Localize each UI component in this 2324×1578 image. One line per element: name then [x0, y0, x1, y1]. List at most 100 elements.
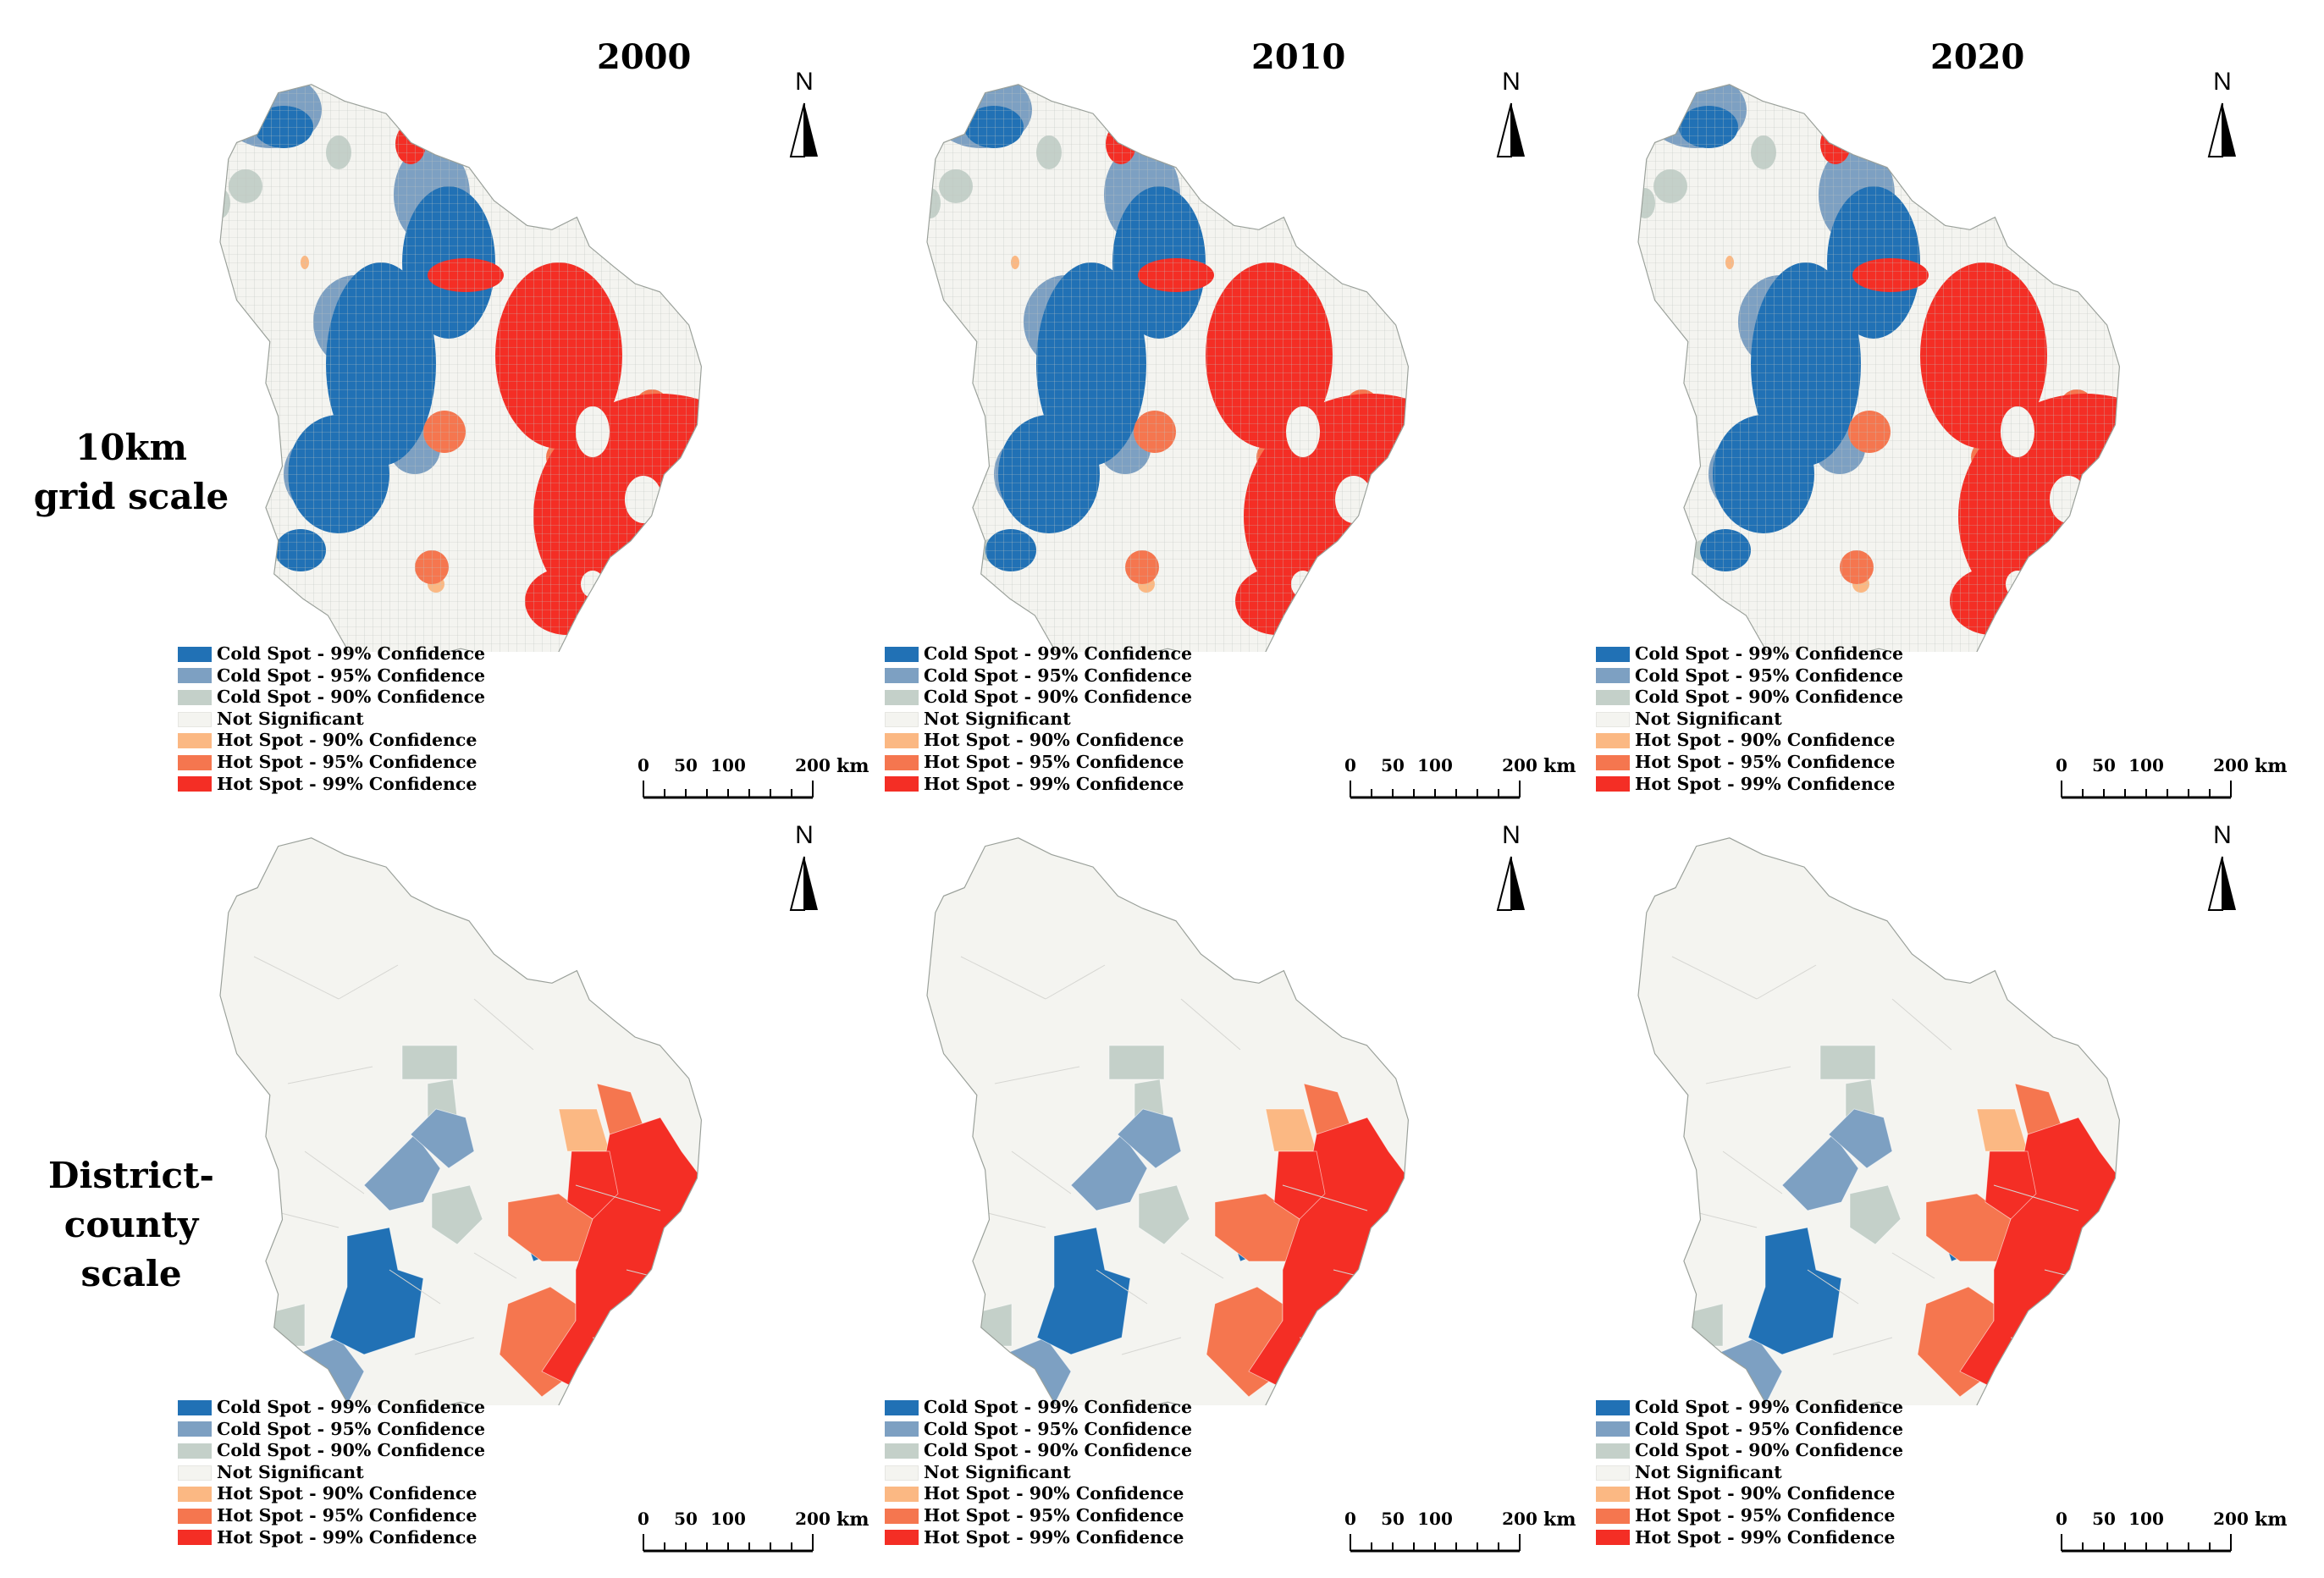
legend-label: Cold Spot - 90% Confidence — [1635, 687, 1904, 708]
legend-swatch — [1596, 1399, 1630, 1415]
scale-tick-label: 50 — [674, 1509, 698, 1529]
district-region-hot99 — [566, 1150, 619, 1220]
legend-item: Hot Spot - 90% Confidence — [178, 1483, 485, 1505]
district-region-cold99 — [1036, 1227, 1131, 1355]
legend-label: Cold Spot - 95% Confidence — [217, 665, 486, 686]
map-panel-grid-2010: N Cold Spot - 99% Confidence Cold Spot - 9… — [885, 59, 1672, 799]
legend-label: Hot Spot - 95% Confidence — [924, 1504, 1184, 1526]
legend-label: Cold Spot - 95% Confidence — [217, 1418, 486, 1439]
legend-label: Cold Spot - 95% Confidence — [1635, 1418, 1904, 1439]
district-region-hot99 — [1273, 1150, 1326, 1220]
legend-label: Cold Spot - 95% Confidence — [1635, 665, 1904, 686]
legend-item: Hot Spot - 99% Confidence — [178, 774, 485, 796]
legend-swatch — [178, 646, 212, 662]
district-region-hot99 — [1985, 1150, 2037, 1220]
legend-swatch — [1596, 646, 1630, 662]
legend-swatch — [885, 733, 919, 749]
scale-tick-label: 100 — [2128, 755, 2164, 775]
legend-item: Cold Spot - 99% Confidence — [1596, 1397, 1903, 1419]
north-arrow-icon: N — [2197, 821, 2248, 914]
year-title-2020: 2020 — [1930, 37, 2025, 77]
legend-swatch — [178, 1421, 212, 1437]
legend-item: Hot Spot - 95% Confidence — [885, 1505, 1192, 1527]
legend-swatch — [1596, 1530, 1630, 1546]
legend-label: Hot Spot - 99% Confidence — [924, 773, 1184, 794]
legend-label: Cold Spot - 90% Confidence — [924, 687, 1193, 708]
legend-label: Cold Spot - 90% Confidence — [217, 687, 486, 708]
legend-swatch — [885, 1508, 919, 1524]
hotspot-region-ns — [2053, 569, 2084, 599]
scale-tick-label: 100 — [1417, 1509, 1453, 1529]
north-label: N — [1502, 821, 1521, 849]
row-label-district-scale: District-county scale — [0, 1151, 271, 1299]
district-region-cold95 — [363, 1134, 441, 1211]
map-svg — [926, 837, 1409, 1405]
legend-swatch — [178, 1465, 212, 1481]
map-legend: Cold Spot - 99% Confidence Cold Spot - 95… — [178, 1397, 485, 1548]
scale-tick-label: 100 — [710, 755, 746, 775]
legend-label: Cold Spot - 95% Confidence — [924, 1418, 1193, 1439]
map-svg — [1637, 837, 2120, 1405]
legend-item: Cold Spot - 95% Confidence — [885, 665, 1192, 687]
study-area-outline — [1637, 84, 2120, 652]
scale-bar: 0 50 100 200 km — [1344, 1509, 1576, 1559]
scale-bar: 0 50 100 200 km — [2056, 755, 2288, 806]
legend-item: Cold Spot - 95% Confidence — [178, 1419, 485, 1441]
legend-swatch — [1596, 1487, 1630, 1503]
legend-swatch — [178, 776, 212, 792]
legend-swatch — [178, 689, 212, 705]
district-region-cold90 — [1138, 1184, 1190, 1245]
hotspot-region-ns — [682, 483, 702, 516]
legend-swatch — [178, 1487, 212, 1503]
scale-tick-label: 200 — [2213, 1509, 2249, 1529]
legend-item: Cold Spot - 90% Confidence — [885, 1440, 1192, 1462]
legend-item: Hot Spot - 90% Confidence — [178, 730, 485, 752]
legend-swatch — [1596, 1443, 1630, 1459]
legend-swatch — [178, 668, 212, 684]
legend-swatch — [178, 1399, 212, 1415]
study-area-outline — [926, 84, 1409, 652]
map-svg — [219, 84, 702, 652]
legend-item: Hot Spot - 99% Confidence — [1596, 1527, 1903, 1549]
legend-item: Hot Spot - 90% Confidence — [1596, 1483, 1903, 1505]
map-svg — [1637, 84, 2120, 652]
hotspot-region-ns — [1392, 483, 1409, 516]
legend-swatch — [178, 711, 212, 727]
north-arrow-icon: N — [779, 821, 830, 914]
study-area-outline — [219, 837, 702, 1405]
north-arrow-icon: N — [2197, 68, 2248, 161]
legend-item: Cold Spot - 99% Confidence — [1596, 643, 1903, 665]
legend-label: Cold Spot - 90% Confidence — [924, 1440, 1193, 1461]
map-legend: Cold Spot - 99% Confidence Cold Spot - 95… — [1596, 1397, 1903, 1548]
scale-tick-label: 0 — [638, 1509, 649, 1529]
legend-label: Hot Spot - 99% Confidence — [1635, 773, 1896, 794]
map-panel-grid-2000: N Cold Spot - 99% Confidence Cold Spot - 9… — [178, 59, 965, 799]
legend-label: Hot Spot - 90% Confidence — [217, 1483, 477, 1504]
scale-tick-label: 200 — [795, 1509, 831, 1529]
map-legend: Cold Spot - 99% Confidence Cold Spot - 95… — [178, 643, 485, 795]
legend-swatch — [1596, 1508, 1630, 1524]
legend-item: Hot Spot - 95% Confidence — [1596, 1505, 1903, 1527]
scale-tick-label: 200 — [1502, 755, 1537, 775]
legend-swatch — [1596, 689, 1630, 705]
legend-swatch — [1596, 668, 1630, 684]
legend-item: Cold Spot - 99% Confidence — [178, 1397, 485, 1419]
legend-label: Hot Spot - 99% Confidence — [924, 1526, 1184, 1548]
legend-item: Cold Spot - 90% Confidence — [178, 1440, 485, 1462]
legend-item: Not Significant — [885, 1462, 1192, 1484]
district-region-cold95 — [1828, 1108, 1893, 1169]
scale-tick-label: 50 — [2092, 1509, 2116, 1529]
legend-label: Cold Spot - 99% Confidence — [1635, 1397, 1904, 1417]
north-arrow-icon: N — [779, 68, 830, 161]
study-area-outline — [1637, 837, 2120, 1405]
legend-label: Hot Spot - 95% Confidence — [217, 1504, 477, 1526]
scale-tick-label: 0 — [638, 755, 649, 775]
scale-unit: km — [1543, 755, 1576, 777]
district-region-cold90 — [401, 1045, 458, 1080]
legend-swatch — [178, 754, 212, 770]
row-label-grid-line1: 10km — [75, 427, 187, 468]
scale-tick-label: 50 — [1381, 1509, 1405, 1529]
legend-item: Cold Spot - 99% Confidence — [178, 643, 485, 665]
legend-item: Hot Spot - 95% Confidence — [178, 752, 485, 774]
scale-bar: 0 50 100 200 km — [638, 1509, 869, 1559]
